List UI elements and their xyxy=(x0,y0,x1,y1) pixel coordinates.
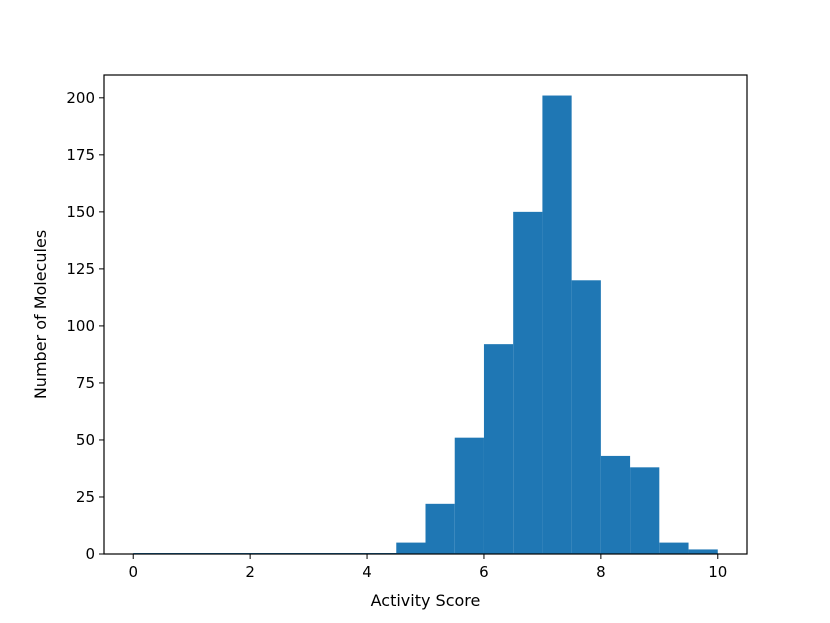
x-tick-label: 2 xyxy=(245,563,255,581)
histogram-bar xyxy=(425,503,455,554)
histogram-bar xyxy=(659,542,689,554)
y-tick-label: 75 xyxy=(76,374,95,392)
x-tick-label: 6 xyxy=(479,563,489,581)
histogram-bar xyxy=(600,455,631,554)
histogram-bar xyxy=(571,280,601,554)
y-tick-label: 125 xyxy=(66,260,95,278)
y-tick-label: 50 xyxy=(76,431,95,449)
bars-group xyxy=(133,95,718,555)
plot-frame xyxy=(103,74,748,555)
histogram-bar xyxy=(396,542,426,554)
y-axis-label: Number of Molecules xyxy=(31,230,50,399)
histogram-bar xyxy=(513,211,543,554)
x-tick-label: 0 xyxy=(128,563,138,581)
x-axis-ticks: 0 2 4 6 8 10 xyxy=(128,554,727,581)
y-tick-label: 175 xyxy=(66,146,95,164)
x-axis-label: Activity Score xyxy=(371,591,481,610)
x-tick-label: 4 xyxy=(362,563,372,581)
histogram-bar xyxy=(688,549,718,554)
y-tick-label: 150 xyxy=(66,203,95,221)
y-axis-ticks: 0 25 50 75 100 125 150 175 200 xyxy=(66,89,104,563)
histogram-bar xyxy=(454,437,484,554)
y-tick-label: 25 xyxy=(76,488,95,506)
y-tick-label: 100 xyxy=(66,317,95,335)
x-tick-label: 8 xyxy=(596,563,606,581)
histogram-bar xyxy=(630,467,660,554)
histogram-bar xyxy=(483,344,514,554)
histogram-bar xyxy=(542,95,572,555)
y-tick-label: 200 xyxy=(66,89,95,107)
y-tick-label: 0 xyxy=(85,545,95,563)
x-tick-label: 10 xyxy=(708,563,727,581)
